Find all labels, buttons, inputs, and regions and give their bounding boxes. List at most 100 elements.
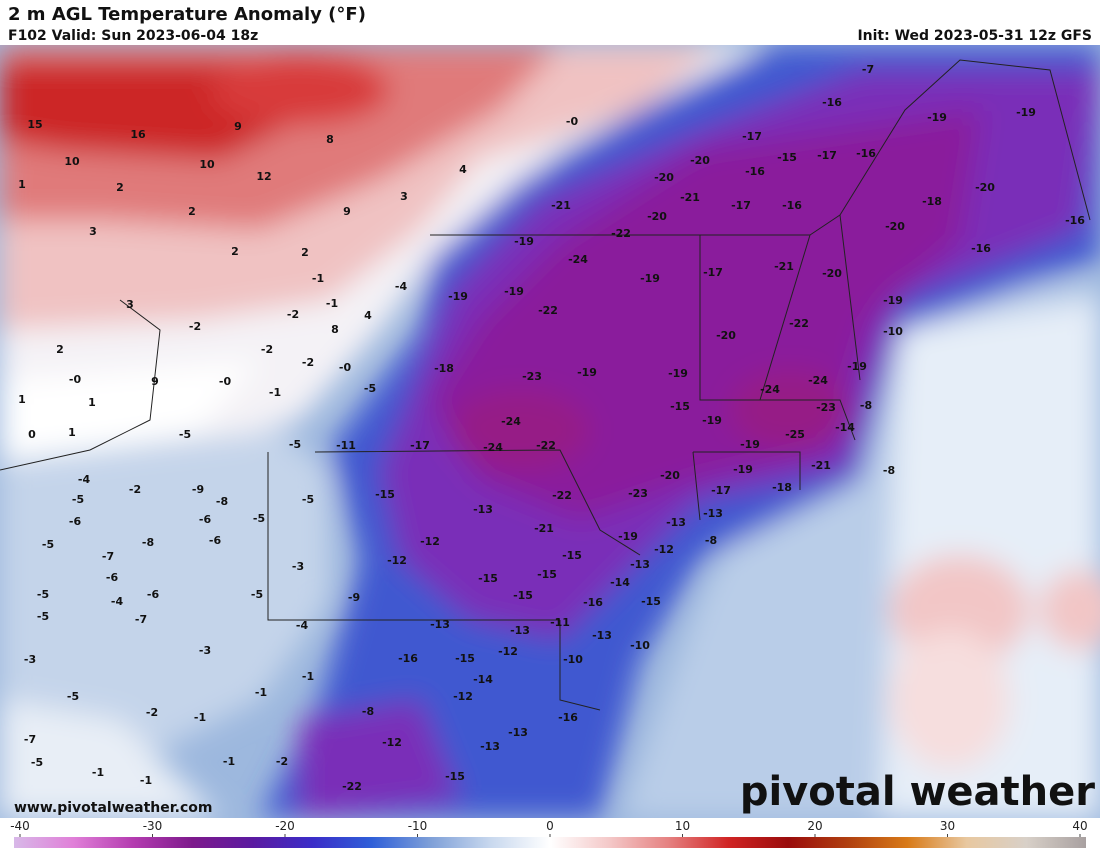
anomaly-label: -15 — [670, 400, 690, 413]
anomaly-label: -1 — [312, 272, 324, 285]
anomaly-label: -21 — [774, 260, 794, 273]
anomaly-label: -0 — [219, 375, 232, 388]
anomaly-label: -8 — [142, 536, 154, 549]
anomaly-label: -5 — [179, 428, 191, 441]
anomaly-label: -9 — [348, 591, 360, 604]
anomaly-label: -19 — [618, 530, 638, 543]
anomaly-label: -20 — [716, 329, 736, 342]
colorbar-tick-label: 20 — [807, 819, 822, 833]
anomaly-label: -5 — [67, 690, 79, 703]
anomaly-label: -9 — [192, 483, 204, 496]
anomaly-label: -16 — [745, 165, 765, 178]
anomaly-label: -1 — [194, 711, 206, 724]
anomaly-label: -19 — [1016, 106, 1036, 119]
colorbar-tick-label: 10 — [675, 819, 690, 833]
anomaly-label: -19 — [577, 366, 597, 379]
anomaly-label: -15 — [562, 549, 582, 562]
anomaly-label: -1 — [92, 766, 104, 779]
anomaly-label: -8 — [705, 534, 717, 547]
anomaly-label: -23 — [628, 487, 648, 500]
anomaly-label: 16 — [130, 128, 146, 141]
anomaly-label: 1 — [18, 393, 26, 406]
anomaly-label: 3 — [89, 225, 97, 238]
anomaly-label: -12 — [453, 690, 473, 703]
anomaly-label: -20 — [654, 171, 674, 184]
anomaly-label: -21 — [680, 191, 700, 204]
anomaly-label: -13 — [666, 516, 686, 529]
anomaly-label: -16 — [971, 242, 991, 255]
colorbar: -40 -30 -20 -10 0 10 20 30 40 — [10, 819, 1088, 848]
anomaly-label: -19 — [448, 290, 468, 303]
anomaly-field — [0, 45, 1100, 818]
anomaly-label: 8 — [331, 323, 339, 336]
anomaly-label: -10 — [883, 325, 903, 338]
anomaly-label: -1 — [326, 297, 338, 310]
anomaly-label: -8 — [362, 705, 374, 718]
anomaly-label: -20 — [660, 469, 680, 482]
logo: pivotal weather — [740, 769, 1095, 815]
anomaly-label: -19 — [640, 272, 660, 285]
colorbar-scale — [14, 837, 1086, 848]
anomaly-label: 10 — [64, 155, 80, 168]
anomaly-label: -19 — [927, 111, 947, 124]
anomaly-label: -22 — [552, 489, 572, 502]
anomaly-label: -20 — [975, 181, 995, 194]
anomaly-label: -15 — [455, 652, 475, 665]
anomaly-label: -4 — [296, 619, 309, 632]
anomaly-label: 2 — [301, 246, 309, 259]
anomaly-label: -5 — [364, 382, 376, 395]
anomaly-label: -22 — [789, 317, 809, 330]
anomaly-label: -17 — [817, 149, 837, 162]
anomaly-label: -19 — [883, 294, 903, 307]
anomaly-label: -23 — [522, 370, 542, 383]
anomaly-label: -2 — [261, 343, 273, 356]
anomaly-label: -13 — [703, 507, 723, 520]
anomaly-label: -20 — [690, 154, 710, 167]
anomaly-label: -2 — [302, 356, 314, 369]
anomaly-label: -16 — [822, 96, 842, 109]
anomaly-label: -20 — [822, 267, 842, 280]
anomaly-label: -14 — [473, 673, 493, 686]
anomaly-label: 2 — [231, 245, 239, 258]
anomaly-label: -15 — [375, 488, 395, 501]
anomaly-label: -1 — [223, 755, 235, 768]
anomaly-label: -5 — [31, 756, 43, 769]
anomaly-label: -11 — [336, 439, 356, 452]
anomaly-label: -16 — [398, 652, 418, 665]
anomaly-label: -5 — [42, 538, 54, 551]
anomaly-label: -19 — [702, 414, 722, 427]
anomaly-label: 2 — [56, 343, 64, 356]
anomaly-label: -12 — [387, 554, 407, 567]
anomaly-label: -0 — [69, 373, 82, 386]
anomaly-label: -6 — [69, 515, 82, 528]
anomaly-label: -5 — [37, 588, 49, 601]
anomaly-label: -2 — [287, 308, 299, 321]
anomaly-label: -15 — [478, 572, 498, 585]
anomaly-label: -7 — [102, 550, 114, 563]
anomaly-label: -3 — [292, 560, 304, 573]
anomaly-label: -18 — [922, 195, 942, 208]
anomaly-label: -13 — [473, 503, 493, 516]
colorbar-tick-label: 30 — [940, 819, 955, 833]
anomaly-label: -25 — [785, 428, 805, 441]
anomaly-label: -19 — [740, 438, 760, 451]
anomaly-label: -6 — [147, 588, 160, 601]
anomaly-label: -6 — [106, 571, 119, 584]
anomaly-label: 8 — [326, 133, 334, 146]
init-time: Init: Wed 2023-05-31 12z GFS — [857, 28, 1092, 44]
anomaly-label: -5 — [289, 438, 301, 451]
anomaly-label: -16 — [558, 711, 578, 724]
anomaly-label: -12 — [498, 645, 518, 658]
anomaly-label: -17 — [742, 130, 762, 143]
anomaly-label: -4 — [395, 280, 408, 293]
anomaly-label: -1 — [269, 386, 281, 399]
anomaly-label: -21 — [551, 199, 571, 212]
anomaly-label: -0 — [339, 361, 352, 374]
anomaly-label: -22 — [611, 227, 631, 240]
anomaly-label: -3 — [199, 644, 211, 657]
anomaly-label: -5 — [37, 610, 49, 623]
anomaly-label: -7 — [24, 733, 36, 746]
anomaly-label: -17 — [703, 266, 723, 279]
anomaly-label: -16 — [782, 199, 802, 212]
